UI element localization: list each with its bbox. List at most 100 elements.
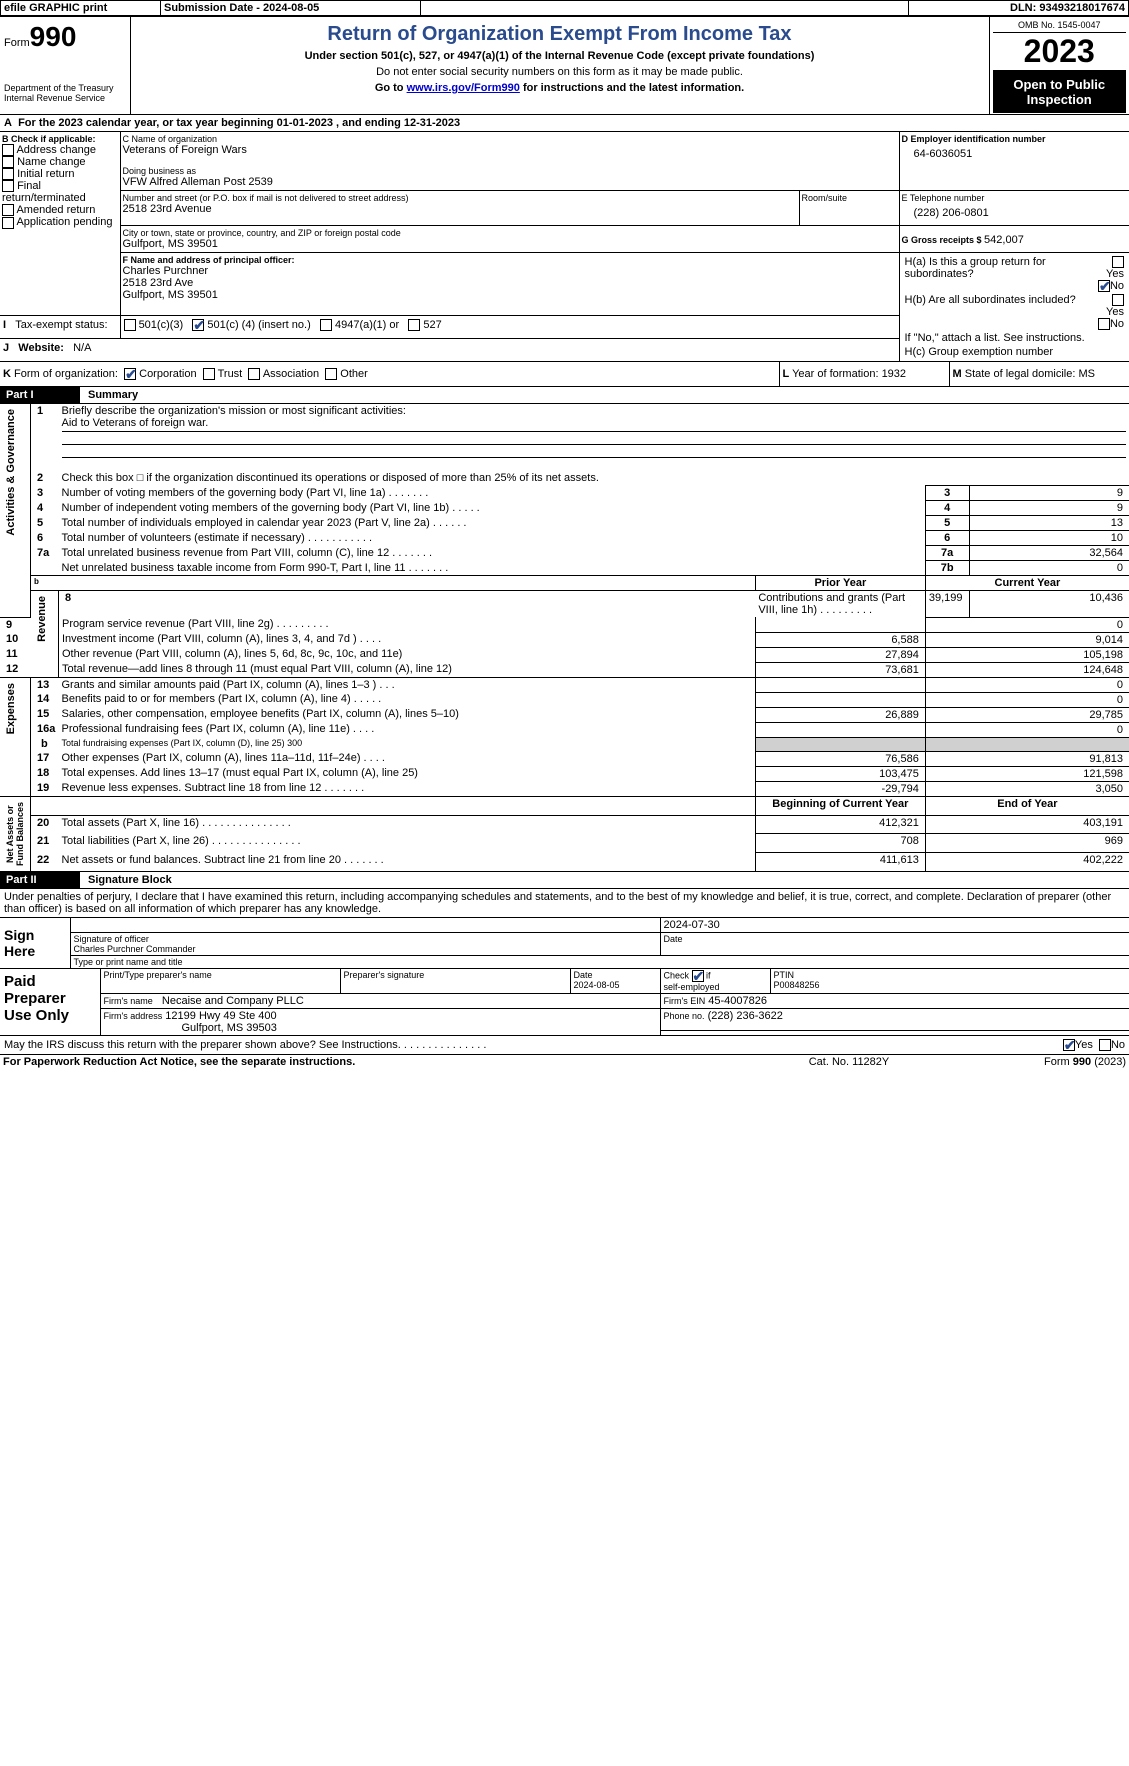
subtitle: Under section 501(c), 527, or 4947(a)(1)… <box>137 50 983 62</box>
ln3-text: Number of voting members of the governin… <box>62 487 386 499</box>
b-opt-final: Final return/terminated <box>2 180 86 204</box>
n21-text: Total liabilities (Part X, line 26) <box>62 835 209 847</box>
topbar: efile GRAPHIC print Submission Date - 20… <box>0 0 1129 16</box>
checkbox-icon[interactable] <box>1112 256 1124 268</box>
efile-label[interactable]: efile GRAPHIC print <box>1 1 161 16</box>
checkbox-icon[interactable] <box>2 217 14 229</box>
ln1-label: Briefly describe the organization's miss… <box>62 405 406 417</box>
n20-text: Total assets (Part X, line 16) <box>62 817 200 829</box>
officer-name-title: Charles Purchner Commander <box>74 944 657 954</box>
e17-n: 17 <box>31 751 59 766</box>
e19-cy: 3,050 <box>925 781 1129 796</box>
r9-py <box>755 617 925 632</box>
e16a-n: 16a <box>31 722 59 737</box>
firm-addr2: Gulfport, MS 39503 <box>104 1022 277 1034</box>
domicile-state: MS <box>1078 368 1095 380</box>
e17-cy: 91,813 <box>925 751 1129 766</box>
b-opt-4[interactable]: Amended return <box>2 204 118 216</box>
checkbox-icon[interactable] <box>192 319 204 331</box>
checkbox-icon[interactable] <box>1063 1039 1075 1051</box>
b-opt-1[interactable]: Name change <box>2 156 118 168</box>
i-label: Tax-exempt status: <box>15 319 107 331</box>
k-other: Other <box>340 368 368 380</box>
sig-date-cell: 2024-07-30 <box>660 918 1129 933</box>
checkbox-icon[interactable] <box>408 319 420 331</box>
checkbox-icon[interactable] <box>1098 318 1110 330</box>
dln-cell: DLN: 93493218017674 <box>909 1 1129 16</box>
checkbox-icon[interactable] <box>2 204 14 216</box>
lnb-num: b <box>31 576 59 591</box>
box-f: F Name and address of principal officer:… <box>120 253 899 316</box>
a-begin: 01-01-2023 <box>277 117 333 129</box>
checkbox-icon[interactable] <box>1099 1039 1111 1051</box>
ln7a-box: 7a <box>925 546 969 561</box>
b-opt-2[interactable]: Initial return <box>2 168 118 180</box>
ptin-cell: PTINP00848256 <box>770 969 1129 994</box>
ln7b-lbl: Net unrelated business taxable income fr… <box>59 561 926 576</box>
checkbox-icon[interactable] <box>692 970 704 982</box>
checkbox-icon[interactable] <box>1112 294 1124 306</box>
line-a: A For the 2023 calendar year, or tax yea… <box>0 115 1129 132</box>
checkbox-icon[interactable] <box>2 144 14 156</box>
ln1-cell: Briefly describe the organization's miss… <box>59 404 1129 471</box>
checkbox-icon[interactable] <box>248 368 260 380</box>
box-k: K Form of organization: Corporation Trus… <box>0 362 779 387</box>
vlabel-na: Net Assets or Fund Balances <box>3 798 27 870</box>
goto-note: Go to www.irs.gov/Form990 for instructio… <box>137 82 983 94</box>
year-formation: 1932 <box>882 368 906 380</box>
e16b-py <box>755 737 925 751</box>
omb-label: OMB No. 1545-0047 <box>993 18 1127 33</box>
i-527: 527 <box>423 319 441 331</box>
irs-link[interactable]: www.irs.gov/Form990 <box>407 82 520 94</box>
footer: For Paperwork Reduction Act Notice, see … <box>0 1055 1129 1069</box>
checkbox-icon[interactable] <box>2 180 14 192</box>
e13-l: Grants and similar amounts paid (Part IX… <box>59 677 756 692</box>
checkbox-icon[interactable] <box>2 156 14 168</box>
hb-note: If "No," attach a list. See instructions… <box>902 331 1128 345</box>
ln6-num: 6 <box>31 531 59 546</box>
e15-py: 26,889 <box>755 707 925 722</box>
officer-street: 2518 23rd Ave <box>123 277 897 289</box>
b-opt-0[interactable]: Address change <box>2 144 118 156</box>
checkbox-icon[interactable] <box>320 319 332 331</box>
n22-text: Net assets or fund balances. Subtract li… <box>62 854 341 866</box>
col-end: End of Year <box>925 796 1129 815</box>
e18-l: Total expenses. Add lines 13–17 (must eq… <box>59 766 756 781</box>
r12-py: 73,681 <box>755 662 925 677</box>
e15-text: Salaries, other compensation, employee b… <box>62 708 459 720</box>
checkbox-icon[interactable] <box>2 168 14 180</box>
l-label: Year of formation: <box>792 368 881 380</box>
r9-cy: 0 <box>925 617 1129 632</box>
e16a-text: Professional fundraising fees (Part IX, … <box>62 723 350 735</box>
c-city-cell: City or town, state or province, country… <box>120 226 899 253</box>
e-label: E Telephone number <box>902 193 1128 203</box>
e17-py: 76,586 <box>755 751 925 766</box>
ln6-lbl: Total number of volunteers (estimate if … <box>59 531 926 546</box>
n20-n: 20 <box>31 815 59 834</box>
ln7b-text: Net unrelated business taxable income fr… <box>62 562 406 574</box>
e13-py <box>755 677 925 692</box>
checkbox-icon[interactable] <box>325 368 337 380</box>
officer-name: Charles Purchner <box>123 265 897 277</box>
part1-label: Part I <box>0 387 80 403</box>
checkbox-icon[interactable] <box>124 368 136 380</box>
submission-label: Submission Date - <box>164 2 263 14</box>
b-opt-initial: Initial return <box>17 168 74 180</box>
checkbox-icon[interactable] <box>1098 280 1110 292</box>
e13-n: 13 <box>31 677 59 692</box>
r11-text: Other revenue (Part VIII, column (A), li… <box>62 648 402 660</box>
c-name-cell: C Name of organization Veterans of Forei… <box>120 132 899 191</box>
b-opt-5[interactable]: Application pending <box>2 216 118 228</box>
ln7b-val: 0 <box>969 561 1129 576</box>
vlabel-ag: Activities & Governance <box>3 405 19 540</box>
b-opt-3[interactable]: Final return/terminated <box>2 180 118 204</box>
topbar-spacer <box>421 1 909 16</box>
b-opt-amended: Amended return <box>16 204 95 216</box>
checkbox-icon[interactable] <box>124 319 136 331</box>
b-label: Check if applicable: <box>11 134 96 144</box>
vlabel-rev: Revenue <box>34 592 50 646</box>
e14-l: Benefits paid to or for members (Part IX… <box>59 692 756 707</box>
checkbox-icon[interactable] <box>203 368 215 380</box>
r8-n: 8 <box>59 591 756 618</box>
ssn-note: Do not enter social security numbers on … <box>137 66 983 78</box>
